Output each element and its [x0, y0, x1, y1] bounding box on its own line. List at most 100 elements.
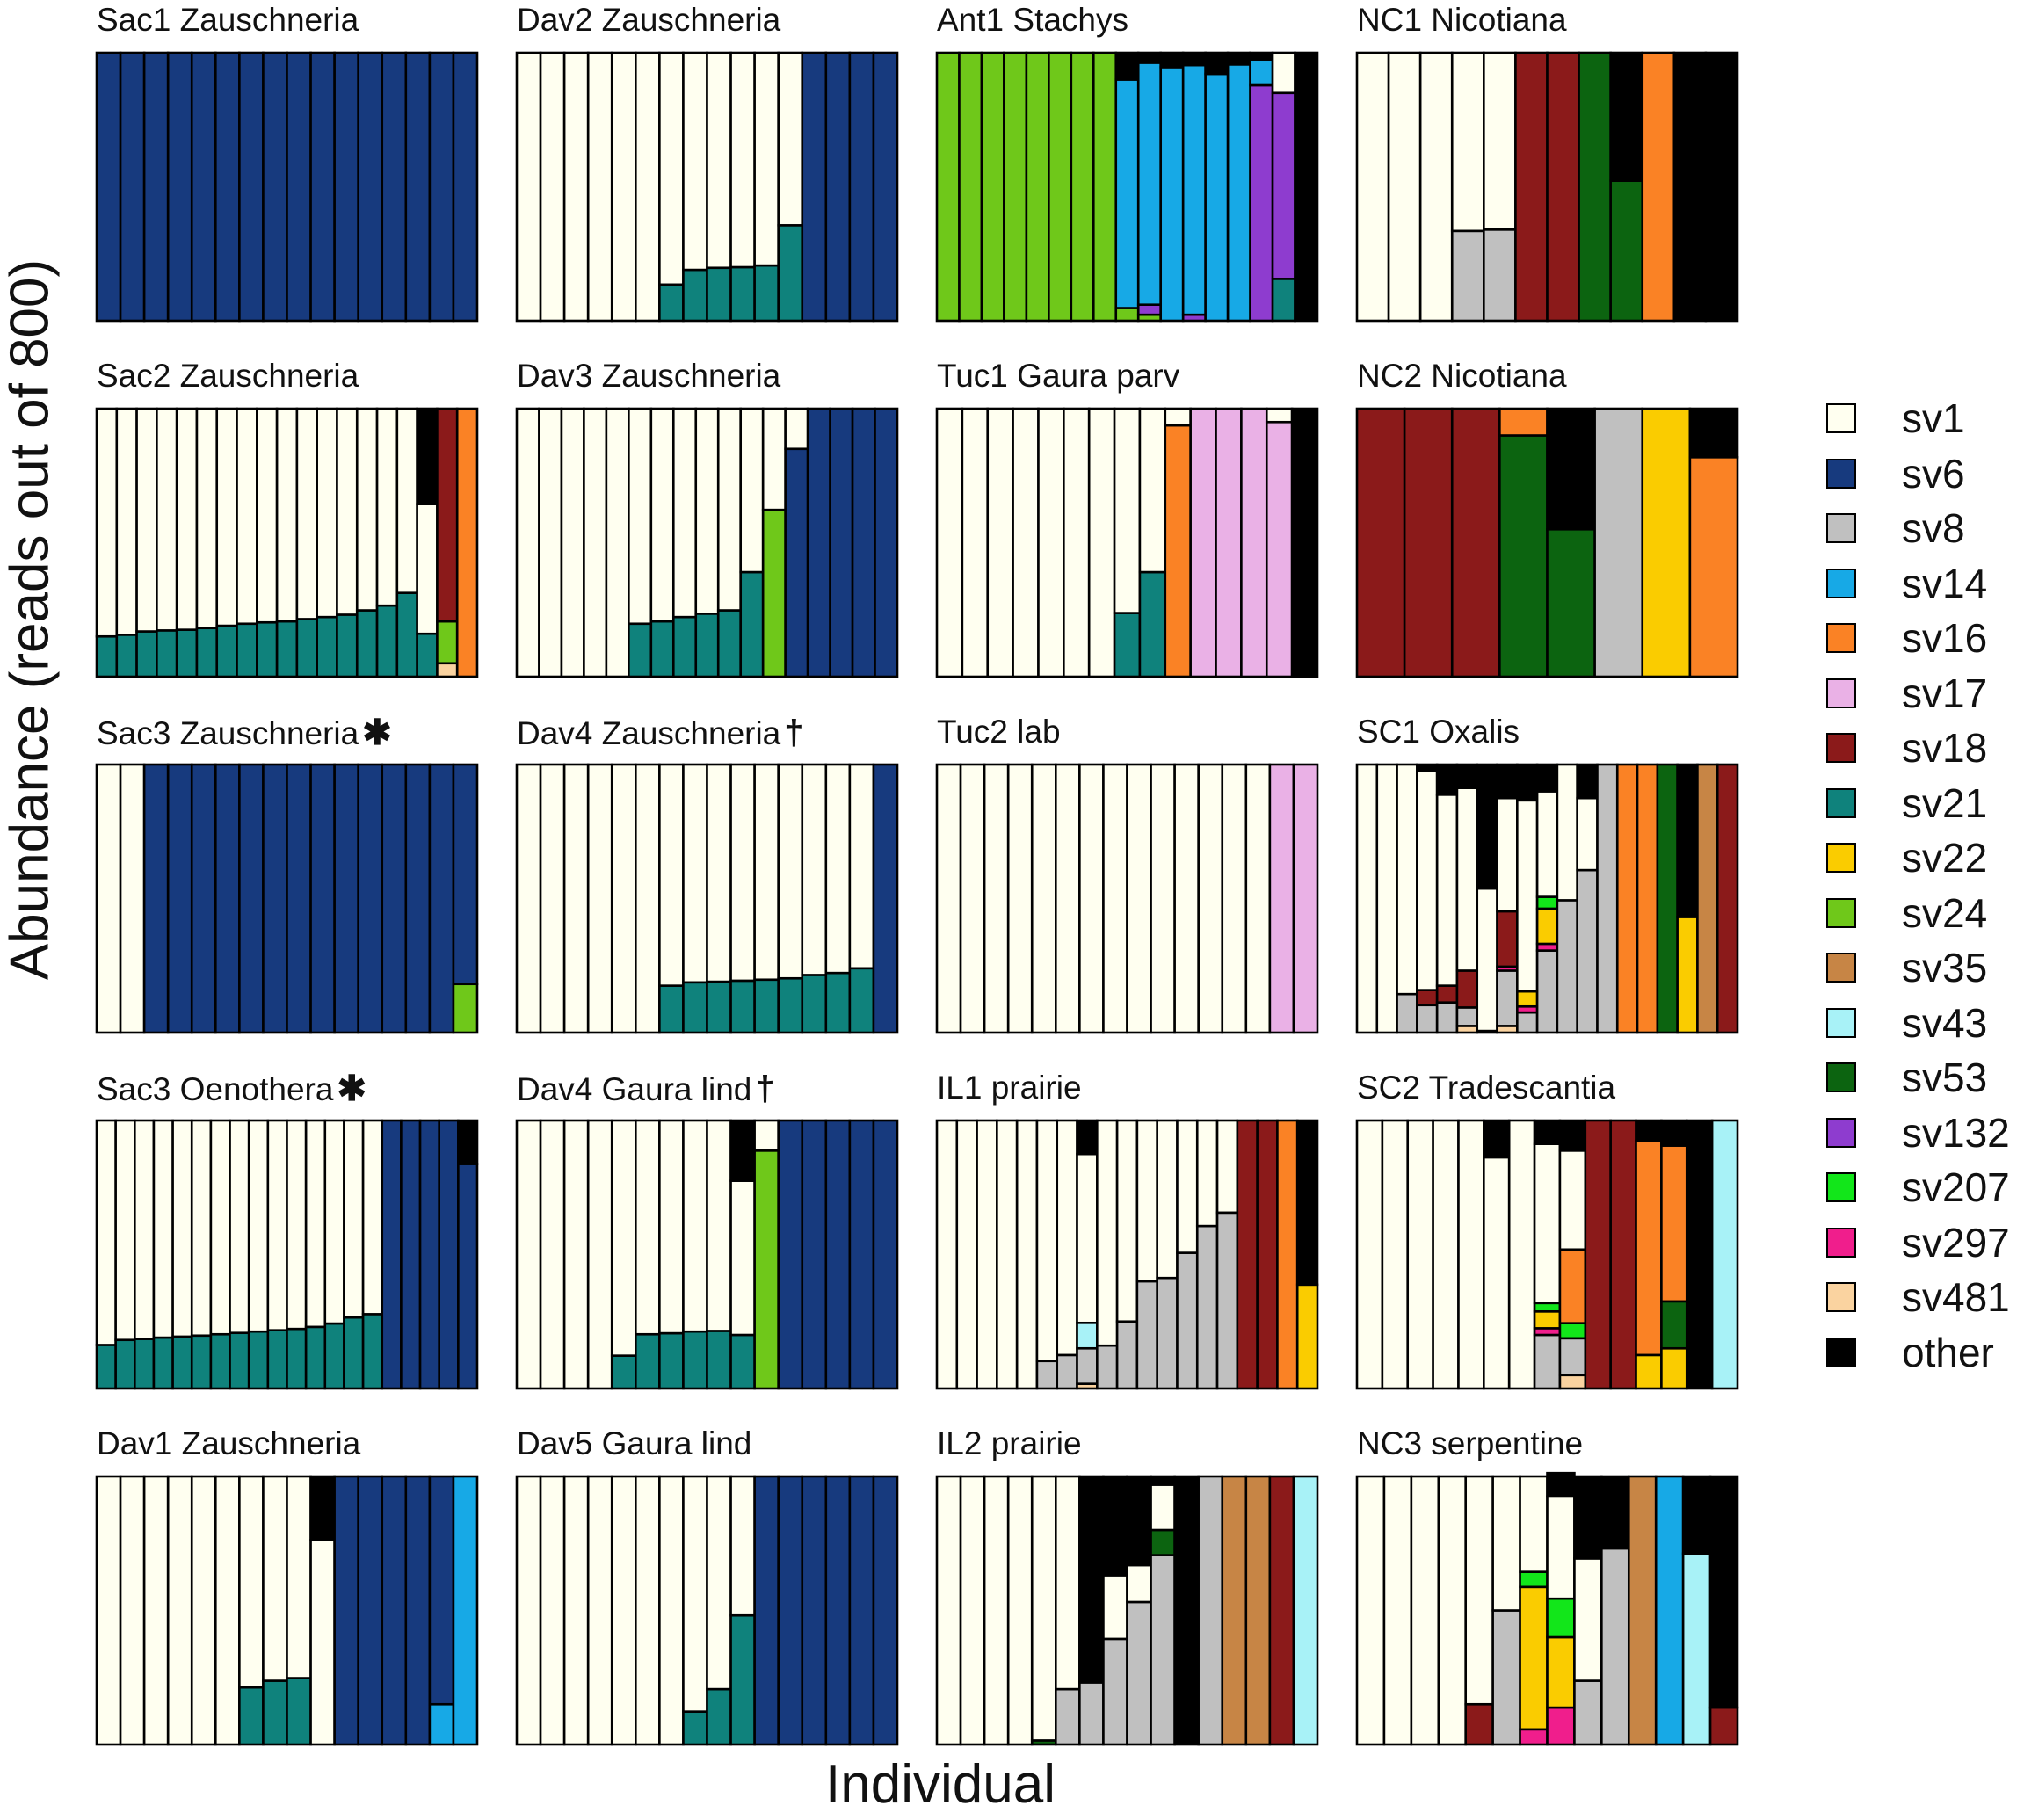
bar-segment-other: [1676, 763, 1699, 918]
bar-segment-sv1: [1406, 1119, 1434, 1390]
bar-segment-sv1: [209, 1119, 231, 1336]
bar-segment-sv1: [562, 51, 590, 323]
panel-19: [935, 1475, 1319, 1746]
bar-segment-sv1: [295, 407, 318, 620]
bar-segment-sv22: [1641, 407, 1692, 678]
bar-segment-sv18: [1609, 1119, 1637, 1390]
bar-segment-sv1: [1150, 1483, 1176, 1532]
bar-segment-sv1: [166, 1475, 193, 1746]
legend-swatch: [1826, 1227, 1856, 1258]
bar-segment-sv18: [1355, 407, 1406, 678]
bar-segment-sv21: [416, 632, 439, 678]
bar-segment-sv1: [1556, 763, 1578, 902]
bar-segment-sv1: [214, 1475, 241, 1746]
bar-segment-sv16: [1164, 424, 1192, 678]
bar-segment-other: [1078, 1475, 1105, 1684]
panel-title: NC3 serpentine: [1357, 1427, 1583, 1460]
panel-title-text: NC3 serpentine: [1357, 1425, 1584, 1461]
bar-segment-sv1: [983, 1475, 1010, 1746]
bar-segment-sv1: [1387, 51, 1422, 323]
panel-2: [515, 51, 899, 323]
bar-segment-sv6: [333, 1475, 359, 1746]
bar-segment-sv22: [1516, 990, 1539, 1008]
bar-segment-sv6: [214, 51, 241, 323]
bar-segment-other: [1102, 1475, 1128, 1577]
panel-13: [95, 1119, 479, 1390]
bar-segment-sv18: [1236, 1119, 1259, 1390]
bar-segment-other: [1685, 1119, 1714, 1390]
bar-segment-sv1: [375, 407, 399, 607]
legend-label: sv53: [1902, 1055, 1988, 1100]
legend-swatch: [1826, 403, 1856, 433]
bar-segment-sv1: [961, 407, 990, 678]
bar-segment-sv16: [1498, 407, 1549, 437]
bar-segment-sv24: [958, 51, 983, 323]
legend-swatch: [1826, 623, 1856, 653]
panel-title-marker: †: [784, 714, 804, 752]
bar-segment-sv132: [1136, 303, 1163, 316]
panel-title-text: Sac3 Oenothera: [97, 1071, 334, 1107]
bar-segment-sv21: [671, 615, 698, 678]
bar-segment-sv18: [1256, 1119, 1279, 1390]
bar-segment-other: [1635, 1119, 1663, 1142]
bar-segment-sv1: [1102, 763, 1128, 1034]
bar-segment-other: [1496, 763, 1519, 800]
bar-segment-sv1: [1355, 1475, 1386, 1746]
bar-segment-sv1: [1126, 763, 1152, 1034]
bar-segment-sv21: [215, 624, 238, 678]
bar-segment-sv6: [238, 51, 265, 323]
bar-segment-sv16: [1641, 51, 1676, 323]
bar-segment-sv8: [1533, 1333, 1562, 1390]
bar-segment-sv1: [560, 407, 585, 678]
panel-17: [95, 1475, 479, 1746]
bar-segment-sv1: [515, 763, 542, 1034]
bar-segment-sv1: [1221, 763, 1248, 1034]
bar-segment-sv1: [1355, 51, 1390, 323]
bar-segment-sv14: [428, 1702, 455, 1746]
panel-frame: [1356, 408, 1738, 678]
panel-title: SC2 Tradescantia: [1357, 1071, 1615, 1104]
legend-label: sv17: [1902, 670, 1988, 716]
panel-title: Dav3 Zauschneria: [517, 359, 780, 392]
bar-segment-sv1: [95, 1119, 117, 1346]
bar-segment-sv1: [610, 763, 637, 1034]
bar-segment-sv1: [976, 1119, 998, 1390]
bar-segment-sv1: [1355, 763, 1379, 1034]
bar-segment-sv8: [1556, 899, 1578, 1034]
panel-16: [1355, 1119, 1739, 1390]
bar-segment-sv21: [286, 1327, 308, 1390]
bar-segment-sv21: [256, 620, 279, 678]
bar-segment-sv1: [1037, 407, 1065, 678]
bar-segment-sv1: [1006, 1475, 1034, 1746]
bar-segment-sv1: [1078, 763, 1105, 1034]
bar-segment-sv1: [1416, 770, 1439, 991]
bar-segment-sv22: [1535, 907, 1559, 946]
panel-frame: [96, 1476, 478, 1745]
bar-segment-sv132: [1249, 83, 1274, 323]
legend-label: sv21: [1902, 779, 1988, 826]
bar-segment-sv6: [404, 51, 432, 323]
panel-title-text: Dav4 Gaura lind: [517, 1071, 752, 1107]
panel-title: Ant1 Stachys: [937, 4, 1128, 36]
bar-segment-sv1: [784, 407, 809, 451]
bar-segment-sv53: [1498, 434, 1549, 678]
bar-segment-sv21: [682, 1330, 708, 1390]
bar-segment-sv8: [1396, 992, 1418, 1034]
bar-segment-sv8: [1576, 868, 1599, 1034]
bar-segment-sv21: [209, 1332, 231, 1390]
panel-frame: [516, 1476, 898, 1745]
bar-segment-sv6: [829, 407, 854, 678]
panel-9: [95, 763, 479, 1034]
bar-segment-sv6: [418, 1119, 440, 1390]
bar-segment-sv14: [1159, 66, 1185, 323]
bar-segment-sv8: [1435, 1001, 1459, 1034]
bar-segment-sv21: [658, 283, 685, 323]
bar-segment-other: [1114, 51, 1140, 81]
bar-segment-sv1: [682, 763, 708, 984]
bar-segment-sv21: [706, 1687, 732, 1746]
bar-segment-sv6: [404, 763, 432, 1034]
bar-segment-sv8: [1416, 1004, 1439, 1034]
bar-segment-sv1: [706, 1119, 732, 1332]
bar-segment-sv1: [586, 1475, 613, 1746]
legend-swatch: [1826, 733, 1856, 763]
